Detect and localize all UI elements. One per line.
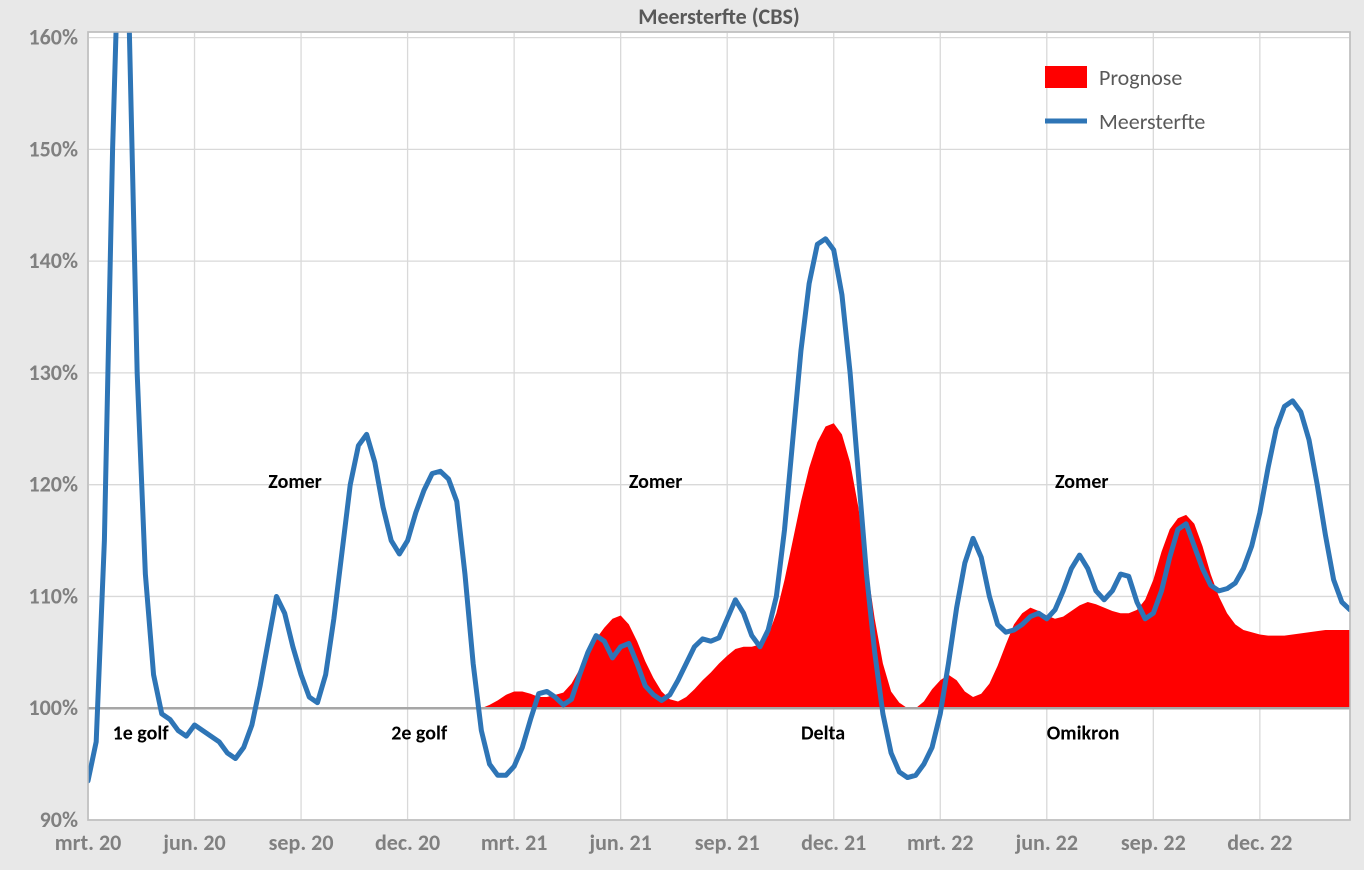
x-tick-label: dec. 20 <box>375 829 440 856</box>
y-tick-label: 120% <box>29 471 79 498</box>
x-tick-label: jun. 21 <box>588 829 651 856</box>
chart-title: Meersterfte (CBS) <box>638 3 800 30</box>
x-tick-label: sep. 22 <box>1121 829 1186 856</box>
chart-container: 90%100%110%120%130%140%150%160%mrt. 20ju… <box>0 0 1364 870</box>
y-tick-label: 160% <box>29 24 79 51</box>
legend-label: Prognose <box>1099 64 1182 91</box>
x-tick-label: jun. 22 <box>1015 829 1078 856</box>
legend-label: Meersterfte <box>1099 108 1205 135</box>
x-tick-label: mrt. 21 <box>481 829 548 856</box>
chart-svg: 90%100%110%120%130%140%150%160%mrt. 20ju… <box>0 0 1364 870</box>
y-tick-label: 100% <box>29 694 79 721</box>
x-tick-label: sep. 20 <box>269 829 334 856</box>
x-tick-label: dec. 21 <box>801 829 866 856</box>
y-tick-label: 110% <box>29 582 79 609</box>
x-tick-label: jun. 20 <box>162 829 225 856</box>
x-tick-label: dec. 22 <box>1227 829 1292 856</box>
legend-swatch-area <box>1045 66 1087 88</box>
x-tick-label: sep. 21 <box>695 829 760 856</box>
y-tick-label: 140% <box>29 247 79 274</box>
annotation-label: 1e golf <box>113 722 170 746</box>
annotation-label: Omikron <box>1047 722 1120 746</box>
annotation-label: Delta <box>801 722 845 746</box>
x-tick-label: mrt. 22 <box>907 829 974 856</box>
x-tick-label: mrt. 20 <box>55 829 122 856</box>
annotation-label: Zomer <box>629 470 683 494</box>
y-tick-label: 130% <box>29 359 79 386</box>
annotation-label: Zomer <box>268 470 322 494</box>
annotation-label: Zomer <box>1055 470 1109 494</box>
y-tick-label: 150% <box>29 135 79 162</box>
annotation-label: 2e golf <box>391 722 448 746</box>
